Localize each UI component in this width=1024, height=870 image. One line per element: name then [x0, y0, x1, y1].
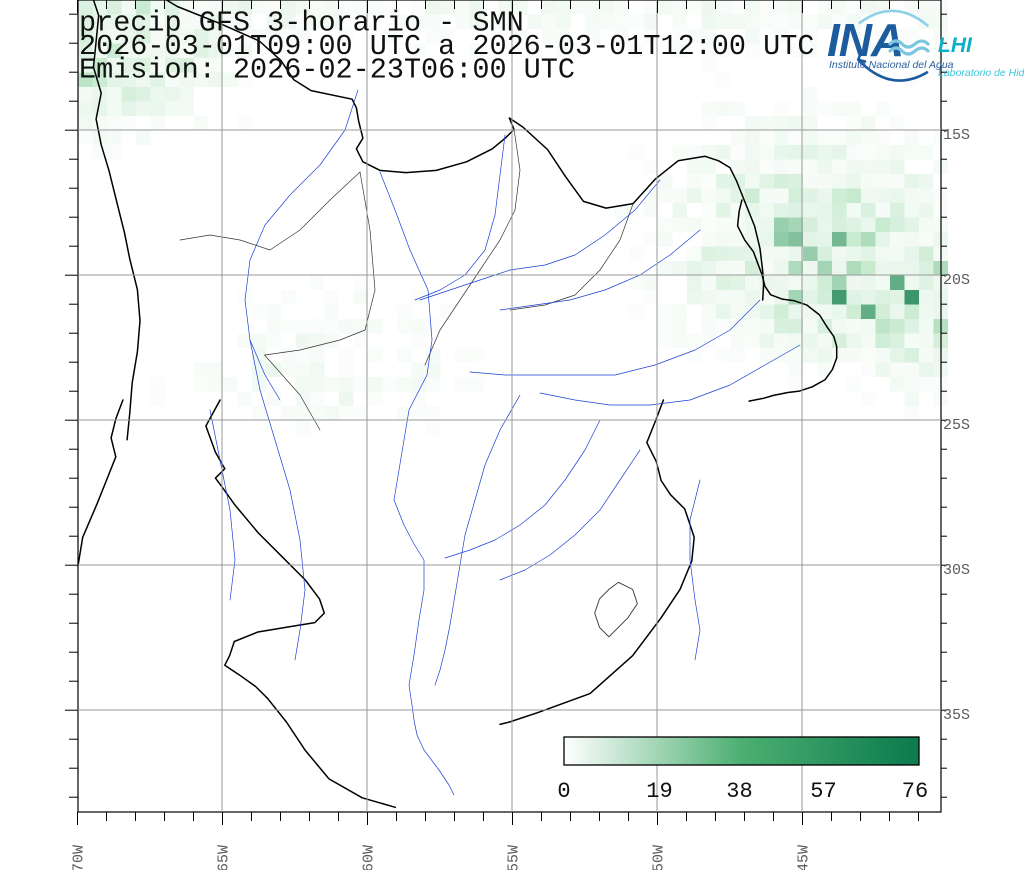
- svg-text:0: 0: [557, 779, 570, 804]
- svg-text:55W: 55W: [506, 845, 523, 870]
- svg-text:Emision: 2026-02-23T06:00 UTC: Emision: 2026-02-23T06:00 UTC: [79, 54, 575, 87]
- svg-text:57: 57: [810, 779, 836, 804]
- svg-text:30S: 30S: [943, 562, 970, 579]
- svg-text:20S: 20S: [943, 272, 970, 289]
- svg-text:25S: 25S: [943, 417, 970, 434]
- svg-text:38: 38: [726, 779, 752, 804]
- svg-text:19: 19: [646, 779, 672, 804]
- svg-text:Instituto Nacional del Agua: Instituto Nacional del Agua: [829, 59, 954, 71]
- svg-text:35S: 35S: [943, 707, 970, 724]
- svg-text:45W: 45W: [796, 845, 813, 870]
- svg-text:15S: 15S: [943, 127, 970, 144]
- svg-text:60W: 60W: [361, 845, 378, 870]
- svg-text:76: 76: [902, 779, 928, 804]
- svg-text:Laboratorio de Hidrología: Laboratorio de Hidrología: [938, 67, 1024, 79]
- svg-text:70W: 70W: [71, 845, 88, 870]
- svg-text:LHI: LHI: [938, 34, 973, 57]
- svg-text:65W: 65W: [216, 845, 233, 870]
- svg-text:50W: 50W: [651, 845, 668, 870]
